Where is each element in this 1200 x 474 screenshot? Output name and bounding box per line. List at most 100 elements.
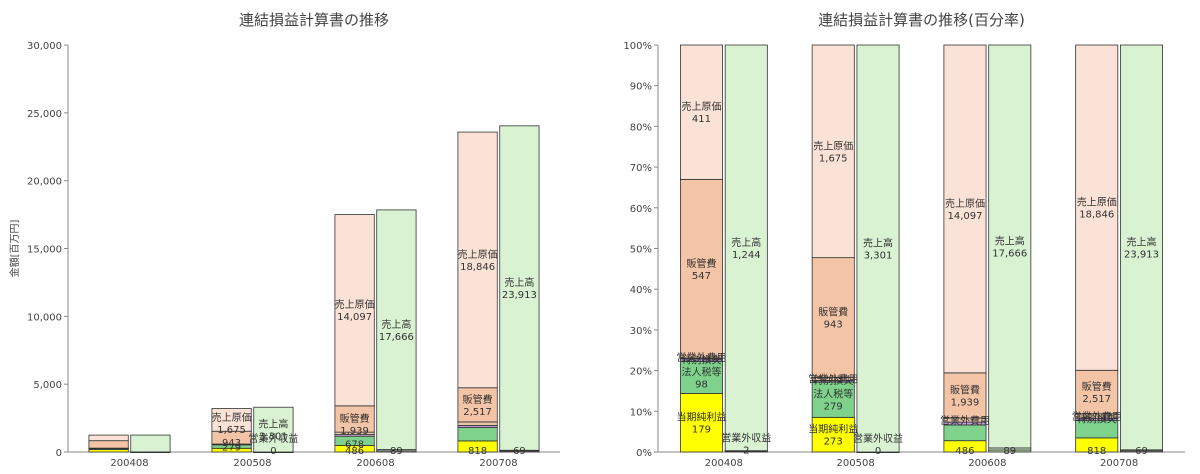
y-tick-label: 30% [630,326,652,337]
data-label: 売上高 [863,237,893,250]
bar-segment [811,381,855,418]
data-label: 売上高 [504,276,534,289]
data-label: 特別損失 [813,374,853,387]
x-tick-label: 200508 [837,458,875,469]
data-label: 69 [513,446,526,457]
data-label: 411 [692,114,711,125]
data-label: 943 [824,319,843,330]
data-label: 69 [1135,446,1148,457]
data-label: 279 [222,442,241,453]
x-tick-label: 200508 [233,458,271,469]
data-label: 売上高 [1127,235,1157,248]
data-label: 売上高 [381,318,411,331]
data-label: 1,939 [340,426,369,437]
bar-segment [943,424,987,442]
data-label: 売上原価 [212,411,252,424]
x-tick-label: 200608 [968,458,1006,469]
data-label: 特別損失 [681,353,721,366]
data-label: 販管費 [950,383,980,396]
y-tick-label: 10% [630,407,652,418]
y-tick-label: 60% [630,204,652,215]
data-label: 営業外収益 [721,431,771,444]
data-label: 営業外費用 [808,372,858,385]
bar-segment [376,209,417,450]
data-label: 17,666 [379,332,414,343]
data-label: 売上原価 [1077,196,1117,209]
bar-segment [679,393,723,453]
y-tick-label: 90% [630,82,652,93]
y-tick-label: 15,000 [27,245,62,256]
bar-segment [811,257,855,378]
x-tick-label: 200708 [1100,458,1138,469]
data-label: 818 [468,446,487,457]
bar-segment [334,214,375,407]
y-tick-label: 0% [636,448,652,459]
data-label: 18,846 [1079,210,1114,221]
bar-segment [679,178,723,359]
bar-segment [457,387,498,423]
data-label: 279 [824,402,843,413]
bar-segment [943,372,987,419]
data-label: 547 [692,271,711,282]
bar-segment [88,434,129,442]
data-label: 当期純利益 [676,411,726,424]
data-label: 法人税等 [681,365,721,378]
data-label: 14,097 [947,211,982,222]
y-tick-label: 0 [56,448,62,459]
data-label: 売上高 [995,234,1025,247]
bar-segment [457,426,498,442]
bar-segment [1120,44,1164,451]
data-label: 1,939 [951,397,980,408]
bar-segment [811,44,855,259]
data-label: 売上高 [731,236,761,249]
bar-segment [457,421,498,426]
data-label: 2 [743,445,749,456]
data-label: 営業外費用 [940,414,990,427]
data-label: 89 [1003,446,1016,457]
data-label: 販管費 [340,412,370,425]
data-label: 486 [955,446,974,457]
data-label: 販管費 [463,393,493,406]
data-label: 486 [345,446,364,457]
data-label: 179 [692,425,711,436]
bar-segment [457,131,498,389]
data-label: 売上原価 [813,139,853,152]
data-label: 当期純利益 [808,423,858,436]
x-tick-label: 200608 [356,458,394,469]
data-label: 売上原価 [681,100,721,113]
bar-segment [679,44,723,180]
data-label: 3,301 [864,251,893,262]
bar-segment [88,440,129,449]
data-label: 販管費 [1082,380,1112,393]
bar-segment [811,416,855,453]
y-tick-label: 25,000 [27,109,62,120]
data-label: 0 [875,446,881,457]
y-axis-label: 金額[百万円] [8,220,21,278]
data-label: 2,517 [1082,394,1111,405]
data-label: 14,097 [337,312,372,323]
data-label: 0 [270,446,276,457]
bar-segment [943,44,987,374]
bar-segment [253,406,294,453]
y-tick-label: 70% [630,163,652,174]
data-label: 17,666 [992,248,1027,259]
data-label: 法人税等 [813,388,853,401]
data-label: 1,244 [732,250,761,261]
bar-segment [1075,44,1119,371]
y-tick-label: 50% [630,245,652,256]
data-label: 売上高 [258,418,288,431]
data-label: 売上原価 [945,197,985,210]
chart-percent: 連結損益計算書の推移(百分率) 0% 10% 20% 30% 40% 50% 60% 70% 80… [623,11,1185,469]
chart-title: 連結損益計算書の推移(百分率) [818,11,1025,29]
data-label: 98 [695,379,708,390]
data-label: 23,913 [1124,249,1159,260]
chart-title: 連結損益計算書の推移 [239,11,389,29]
y-tick-label: 40% [630,285,652,296]
y-tick-label: 80% [630,122,652,133]
x-tick-label: 200408 [705,458,743,469]
data-label: 3,301 [259,432,288,443]
data-label: 89 [390,446,403,457]
y-tick-label: 20% [630,367,652,378]
